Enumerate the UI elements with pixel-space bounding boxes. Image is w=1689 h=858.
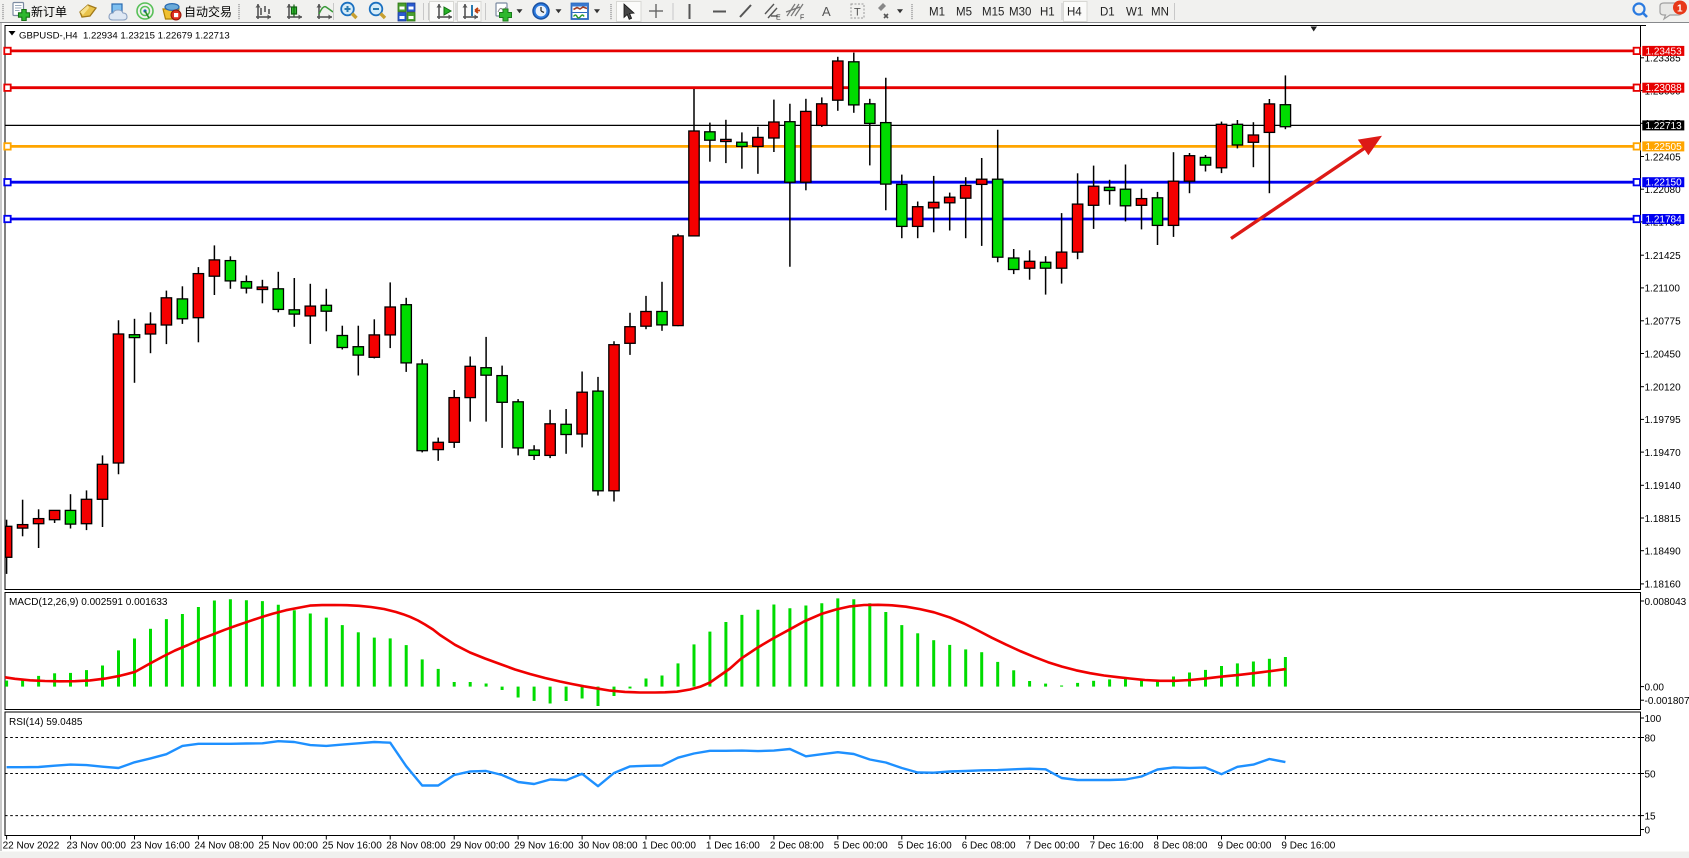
svg-text:1.18160: 1.18160 (1645, 580, 1682, 591)
svg-text:1.22080: 1.22080 (1645, 185, 1682, 196)
svg-text:GBPUSD-,H4 1.22934 1.23215 1.: GBPUSD-,H4 1.22934 1.23215 1.22679 1.227… (19, 31, 230, 42)
svg-text:MACD(12,26,9) 0.002591 0.00163: MACD(12,26,9) 0.002591 0.001633 (9, 597, 168, 608)
svg-text:28 Nov 08:00: 28 Nov 08:00 (386, 841, 446, 852)
svg-text:D1: D1 (1100, 7, 1115, 19)
svg-text:2 Dec 08:00: 2 Dec 08:00 (770, 841, 824, 852)
svg-text:7 Dec 00:00: 7 Dec 00:00 (1026, 841, 1080, 852)
svg-text:1.23385: 1.23385 (1645, 54, 1682, 65)
svg-text:W1: W1 (1126, 7, 1143, 19)
svg-text:E: E (776, 15, 781, 22)
svg-text:50: 50 (1645, 769, 1657, 780)
svg-text:1.20120: 1.20120 (1645, 383, 1682, 394)
svg-text:25 Nov 16:00: 25 Nov 16:00 (322, 841, 382, 852)
svg-text:1.22405: 1.22405 (1645, 152, 1682, 163)
svg-text:5 Dec 00:00: 5 Dec 00:00 (834, 841, 888, 852)
svg-text:29 Nov 00:00: 29 Nov 00:00 (450, 841, 510, 852)
svg-text:9 Dec 00:00: 9 Dec 00:00 (1218, 841, 1272, 852)
svg-text:1.21425: 1.21425 (1645, 251, 1682, 262)
svg-text:MN: MN (1151, 7, 1169, 19)
svg-text:1.19470: 1.19470 (1645, 448, 1682, 459)
svg-text:H1: H1 (1040, 7, 1055, 19)
svg-text:1: 1 (1677, 4, 1683, 15)
svg-text:A: A (822, 4, 831, 19)
svg-text:1 Dec 16:00: 1 Dec 16:00 (706, 841, 760, 852)
svg-text:F: F (800, 15, 804, 22)
svg-text:0.00: 0.00 (1645, 682, 1665, 693)
svg-text:1.20775: 1.20775 (1645, 317, 1682, 328)
svg-text:80: 80 (1645, 733, 1657, 744)
svg-text:1.22505: 1.22505 (1646, 142, 1683, 153)
svg-text:H4: H4 (1067, 7, 1082, 19)
svg-text:M30: M30 (1009, 7, 1031, 19)
svg-text:0: 0 (1645, 825, 1651, 836)
svg-text:T: T (854, 7, 861, 19)
svg-text:1.22150: 1.22150 (1646, 178, 1683, 189)
svg-text:30 Nov 08:00: 30 Nov 08:00 (578, 841, 638, 852)
svg-text:1.21100: 1.21100 (1645, 284, 1681, 295)
svg-text:RSI(14) 59.0485: RSI(14) 59.0485 (9, 717, 83, 728)
svg-text:M5: M5 (956, 7, 972, 19)
svg-text:24 Nov 08:00: 24 Nov 08:00 (194, 841, 254, 852)
svg-text:0.008043: 0.008043 (1645, 597, 1687, 608)
svg-text:23 Nov 16:00: 23 Nov 16:00 (131, 841, 191, 852)
svg-text:23 Nov 00:00: 23 Nov 00:00 (67, 841, 127, 852)
svg-text:-0.001807: -0.001807 (1645, 696, 1689, 707)
svg-text:新订单: 新订单 (31, 4, 67, 19)
svg-text:M15: M15 (982, 7, 1004, 19)
svg-text:1.19795: 1.19795 (1645, 415, 1682, 426)
svg-text:22 Nov 2022: 22 Nov 2022 (3, 841, 60, 852)
svg-text:9 Dec 16:00: 9 Dec 16:00 (1281, 841, 1335, 852)
svg-text:1 Dec 00:00: 1 Dec 00:00 (642, 841, 696, 852)
svg-text:15: 15 (1645, 811, 1657, 822)
svg-text:8 Dec 08:00: 8 Dec 08:00 (1154, 841, 1208, 852)
svg-text:1.20450: 1.20450 (1645, 349, 1682, 360)
svg-text:自动交易: 自动交易 (184, 4, 232, 19)
svg-text:1.18490: 1.18490 (1645, 547, 1682, 558)
svg-text:1.22713: 1.22713 (1646, 121, 1683, 132)
svg-text:7 Dec 16:00: 7 Dec 16:00 (1090, 841, 1144, 852)
svg-text:1.19140: 1.19140 (1645, 481, 1682, 492)
svg-text:29 Nov 16:00: 29 Nov 16:00 (514, 841, 574, 852)
svg-text:6 Dec 08:00: 6 Dec 08:00 (962, 841, 1016, 852)
svg-text:1.18815: 1.18815 (1645, 514, 1682, 525)
svg-text:M1: M1 (929, 7, 945, 19)
svg-text:100: 100 (1645, 714, 1662, 725)
svg-text:25 Nov 00:00: 25 Nov 00:00 (258, 841, 318, 852)
svg-text:1.23088: 1.23088 (1646, 83, 1683, 94)
svg-text:5 Dec 16:00: 5 Dec 16:00 (898, 841, 952, 852)
svg-text:1.23453: 1.23453 (1646, 46, 1683, 57)
svg-text:1.21784: 1.21784 (1646, 215, 1683, 226)
